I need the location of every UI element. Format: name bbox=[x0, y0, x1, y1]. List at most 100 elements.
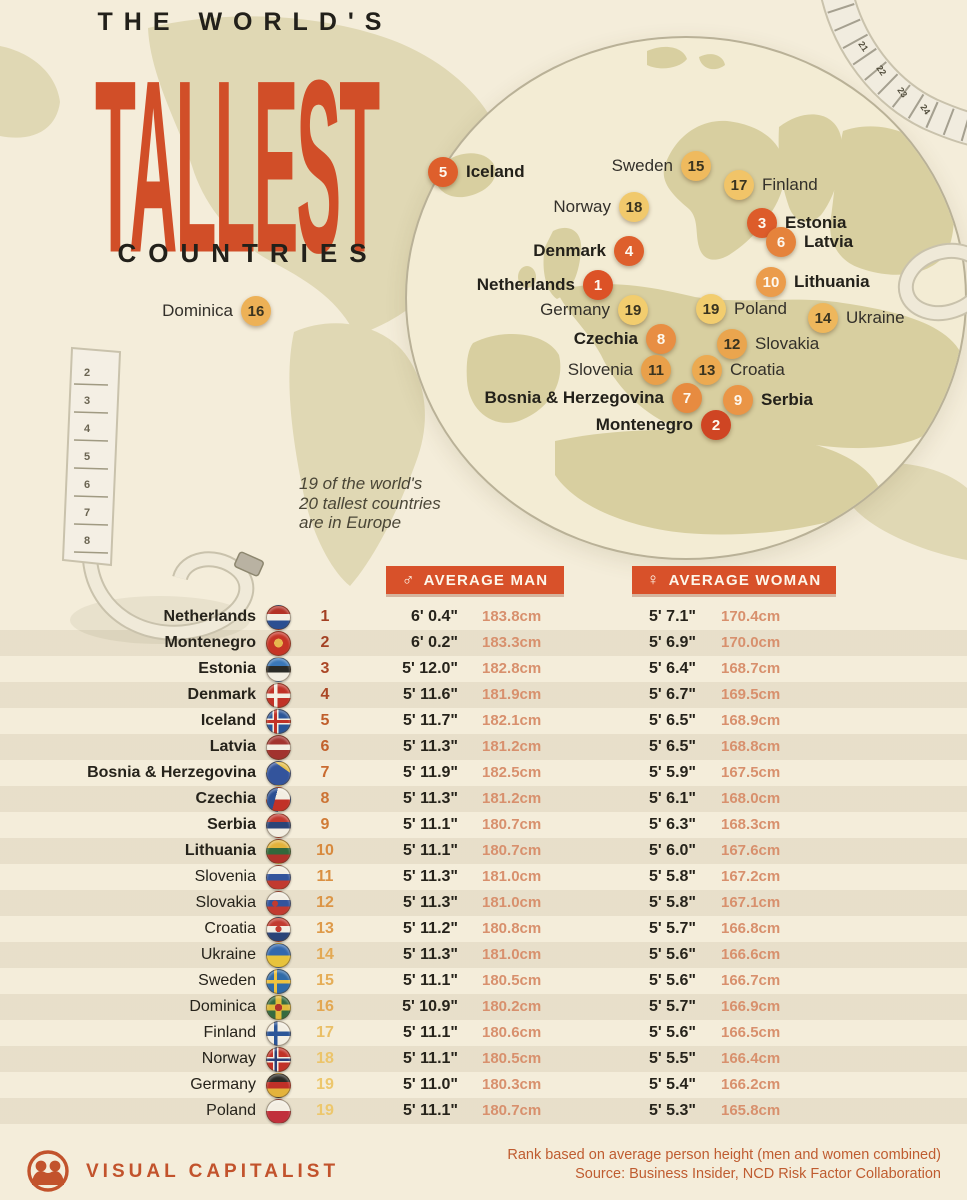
woman-height-ft-cell: 5' 5.6" bbox=[649, 1024, 696, 1041]
woman-height-cm-cell: 167.1cm bbox=[721, 894, 781, 911]
woman-height-cm-cell: 168.0cm bbox=[721, 790, 781, 807]
bosnia-herzegovina-flag-icon bbox=[266, 761, 291, 786]
rank-cell: 9 bbox=[320, 816, 330, 833]
woman-height-cm-cell: 166.5cm bbox=[721, 1024, 781, 1041]
man-height-ft-cell: 5' 11.3" bbox=[403, 738, 458, 755]
man-height-ft-cell: 5' 10.9" bbox=[402, 998, 458, 1015]
country-cell: Czechia bbox=[195, 790, 256, 807]
woman-height-cm-cell: 167.6cm bbox=[721, 842, 781, 859]
man-height-cm-cell: 180.7cm bbox=[482, 1102, 542, 1119]
woman-height-cm-cell: 166.4cm bbox=[721, 1050, 781, 1067]
man-height-cm-cell: 181.0cm bbox=[482, 946, 542, 963]
table-row-dominica: Dominica 16 5' 10.9" 180.2cm 5' 5.7" 166.9cm bbox=[0, 994, 967, 1020]
table-row-norway: Norway 18 5' 11.1" 180.5cm 5' 5.5" 166.4cm bbox=[0, 1046, 967, 1072]
woman-height-ft-cell: 5' 6.4" bbox=[649, 660, 696, 677]
rank-cell: 18 bbox=[316, 1050, 334, 1067]
latvia-flag-icon bbox=[266, 735, 291, 760]
country-cell: Dominica bbox=[189, 998, 256, 1015]
male-symbol-icon: ♂ bbox=[401, 570, 416, 589]
country-cell: Serbia bbox=[207, 816, 256, 833]
woman-height-cm-cell: 168.7cm bbox=[721, 660, 781, 677]
source-line: Source: Business Insider, NCD Risk Facto… bbox=[575, 1165, 941, 1182]
table-row-czechia: Czechia 8 5' 11.3" 181.2cm 5' 6.1" 168.0cm bbox=[0, 786, 967, 812]
man-height-ft-cell: 5' 11.6" bbox=[403, 686, 458, 703]
source-note: Rank based on average person height (men… bbox=[507, 1146, 941, 1183]
table-row-bosnia-herzegovina: Bosnia & Herzegovina 7 5' 11.9" 182.5cm 5' 5… bbox=[0, 760, 967, 786]
denmark-flag-icon bbox=[266, 683, 291, 708]
country-cell: Montenegro bbox=[164, 634, 256, 651]
man-height-cm-cell: 180.5cm bbox=[482, 1050, 542, 1067]
average-woman-label: AVERAGE WOMAN bbox=[668, 571, 822, 589]
dominica-flag-icon bbox=[266, 995, 291, 1020]
woman-height-ft-cell: 5' 5.7" bbox=[649, 920, 696, 937]
rank-cell: 1 bbox=[320, 608, 330, 625]
woman-height-cm-cell: 168.8cm bbox=[721, 738, 781, 755]
man-height-ft-cell: 6' 0.4" bbox=[411, 608, 458, 625]
country-cell: Slovakia bbox=[195, 894, 256, 911]
woman-height-ft-cell: 5' 5.8" bbox=[649, 894, 696, 911]
woman-height-cm-cell: 166.2cm bbox=[721, 1076, 781, 1093]
rank-cell: 13 bbox=[316, 920, 334, 937]
table-row-lithuania: Lithuania 10 5' 11.1" 180.7cm 5' 6.0" 167.6cm bbox=[0, 838, 967, 864]
country-cell: Bosnia & Herzegovina bbox=[87, 764, 256, 781]
iceland-flag-icon bbox=[266, 709, 291, 734]
table-row-netherlands: Netherlands 1 6' 0.4" 183.8cm 5' 7.1" 170.4cm bbox=[0, 604, 967, 630]
slovenia-flag-icon bbox=[266, 865, 291, 890]
average-man-label: AVERAGE MAN bbox=[423, 571, 549, 589]
rank-cell: 5 bbox=[320, 712, 330, 729]
table-row-ukraine: Ukraine 14 5' 11.3" 181.0cm 5' 5.6" 166.6cm bbox=[0, 942, 967, 968]
rank-cell: 11 bbox=[316, 868, 334, 885]
rank-cell: 7 bbox=[320, 764, 330, 781]
table-row-estonia: Estonia 3 5' 12.0" 182.8cm 5' 6.4" 168.7cm bbox=[0, 656, 967, 682]
woman-height-ft-cell: 5' 5.3" bbox=[649, 1102, 696, 1119]
woman-height-ft-cell: 5' 6.0" bbox=[649, 842, 696, 859]
man-height-ft-cell: 5' 11.1" bbox=[403, 1024, 458, 1041]
female-symbol-icon: ♀ bbox=[646, 570, 661, 589]
man-height-cm-cell: 181.2cm bbox=[482, 738, 542, 755]
woman-height-ft-cell: 5' 5.5" bbox=[649, 1050, 696, 1067]
rank-cell: 4 bbox=[320, 686, 330, 703]
woman-height-ft-cell: 5' 6.3" bbox=[649, 816, 696, 833]
man-height-ft-cell: 5' 11.1" bbox=[403, 1102, 458, 1119]
table-row-montenegro: Montenegro 2 6' 0.2" 183.3cm 5' 6.9" 170.0cm bbox=[0, 630, 967, 656]
man-height-ft-cell: 5' 11.3" bbox=[403, 790, 458, 807]
country-cell: Ukraine bbox=[200, 946, 256, 963]
country-cell: Netherlands bbox=[163, 608, 256, 625]
rank-cell: 19 bbox=[316, 1102, 334, 1119]
man-height-ft-cell: 5' 11.1" bbox=[403, 816, 458, 833]
country-cell: Iceland bbox=[200, 712, 256, 729]
woman-height-ft-cell: 5' 6.1" bbox=[649, 790, 696, 807]
rank-cell: 14 bbox=[316, 946, 334, 963]
country-cell: Denmark bbox=[187, 686, 256, 703]
ukraine-flag-icon bbox=[266, 943, 291, 968]
country-cell: Poland bbox=[206, 1102, 256, 1119]
rank-cell: 6 bbox=[320, 738, 330, 755]
rank-basis-note: Rank based on average person height (men… bbox=[507, 1147, 941, 1163]
country-cell: Norway bbox=[201, 1050, 256, 1067]
woman-height-cm-cell: 166.7cm bbox=[721, 972, 781, 989]
woman-height-cm-cell: 167.5cm bbox=[721, 764, 781, 781]
man-height-ft-cell: 5' 11.3" bbox=[403, 946, 458, 963]
rank-cell: 17 bbox=[316, 1024, 334, 1041]
man-height-cm-cell: 181.0cm bbox=[482, 894, 542, 911]
table-row-croatia: Croatia 13 5' 11.2" 180.8cm 5' 5.7" 166.8cm bbox=[0, 916, 967, 942]
estonia-flag-icon bbox=[266, 657, 291, 682]
map-note-line: 20 tallest countries bbox=[299, 493, 441, 513]
man-height-cm-cell: 180.6cm bbox=[482, 1024, 542, 1041]
man-height-cm-cell: 180.3cm bbox=[482, 1076, 542, 1093]
rank-cell: 8 bbox=[320, 790, 330, 807]
poland-flag-icon bbox=[266, 1099, 291, 1124]
rank-cell: 16 bbox=[316, 998, 334, 1015]
man-height-ft-cell: 6' 0.2" bbox=[411, 634, 458, 651]
man-height-cm-cell: 182.5cm bbox=[482, 764, 542, 781]
country-cell: Slovenia bbox=[194, 868, 256, 885]
rank-cell: 19 bbox=[316, 1076, 334, 1093]
woman-height-cm-cell: 168.3cm bbox=[721, 816, 781, 833]
man-height-cm-cell: 181.0cm bbox=[482, 868, 542, 885]
woman-height-cm-cell: 166.6cm bbox=[721, 946, 781, 963]
table-stripes bbox=[0, 604, 967, 1124]
rank-cell: 2 bbox=[320, 634, 330, 651]
table-row-denmark: Denmark 4 5' 11.6" 181.9cm 5' 6.7" 169.5cm bbox=[0, 682, 967, 708]
woman-height-cm-cell: 166.8cm bbox=[721, 920, 781, 937]
slovakia-flag-icon bbox=[266, 891, 291, 916]
